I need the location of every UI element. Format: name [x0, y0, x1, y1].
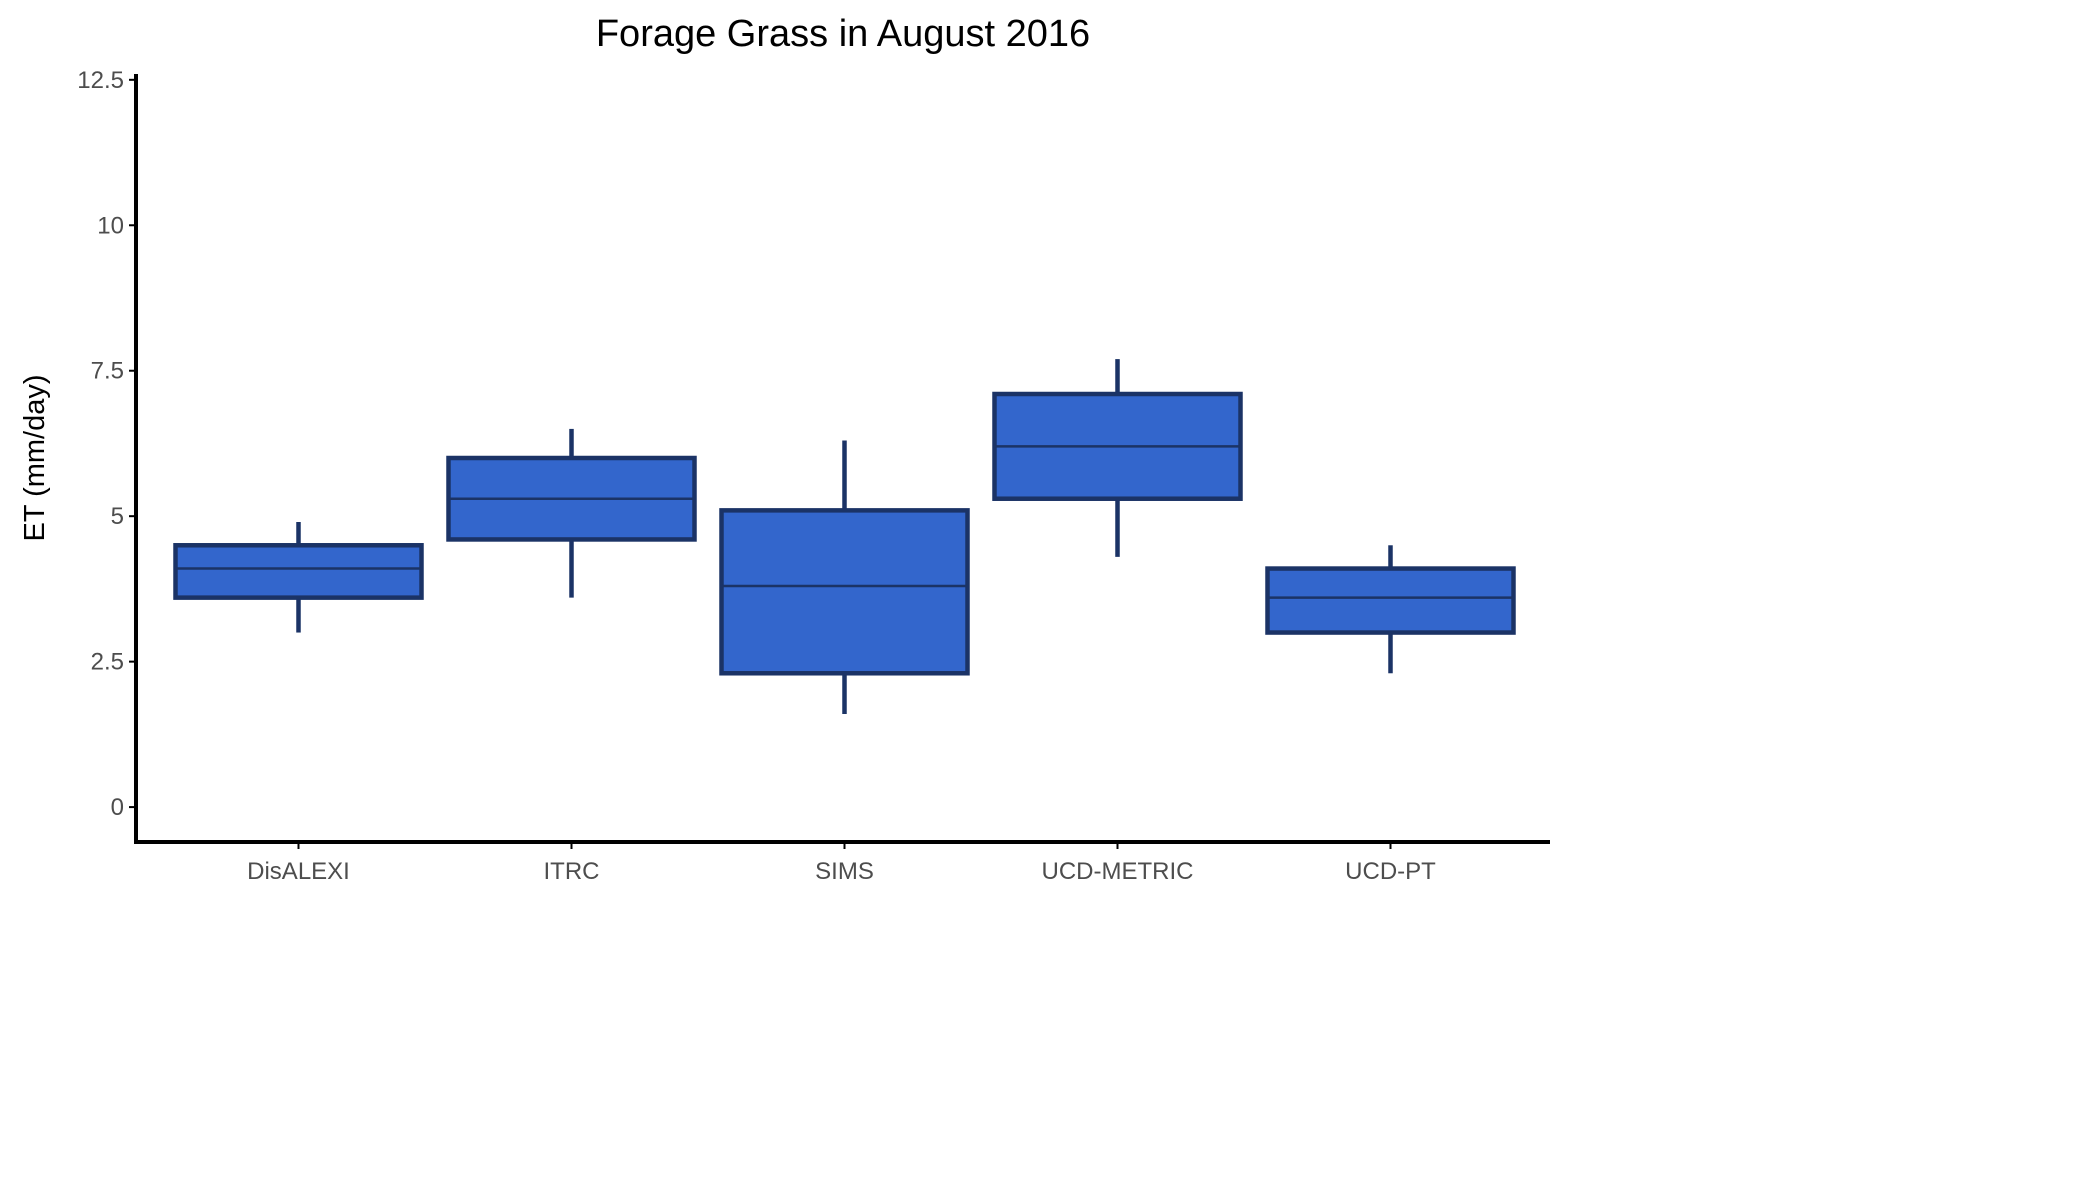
y-tick-label: 2.5	[91, 649, 124, 676]
y-tick-label: 7.5	[91, 358, 124, 385]
x-tick-label: DisALEXI	[247, 858, 350, 885]
box	[1265, 566, 1516, 635]
y-axis-label: ET (mm/day)	[19, 374, 51, 541]
y-tick-label: 5	[111, 503, 124, 530]
box	[173, 543, 424, 600]
x-tick-label: ITRC	[544, 858, 600, 885]
x-tick-label: UCD-PT	[1345, 858, 1436, 885]
box	[719, 508, 970, 676]
plot-area: 0 2.5 5 7.5 10 12.5 DisALEXI ITRC SIMS UCD-METRIC…	[77, 67, 1550, 885]
x-tick-label: SIMS	[815, 858, 874, 885]
chart-title: Forage Grass in August 2016	[596, 13, 1090, 55]
y-tick-label: 10	[97, 212, 124, 239]
y-tick-label: 0	[111, 794, 124, 821]
box-plot: Forage Grass in August 2016 ET (mm/day) …	[19, 13, 1550, 885]
y-tick-label: 12.5	[77, 67, 124, 94]
chart: Forage Grass in August 2016 ET (mm/day) …	[19, 13, 1550, 885]
x-tick-label: UCD-METRIC	[1042, 858, 1194, 885]
